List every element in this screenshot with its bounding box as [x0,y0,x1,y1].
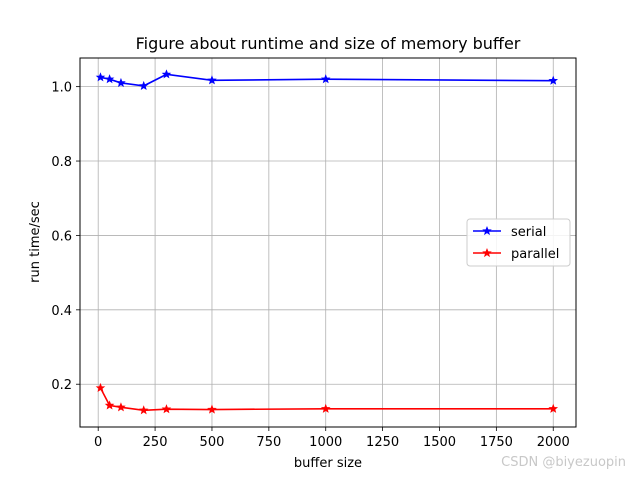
x-tick-label: 2000 [537,435,570,450]
data-point-serial [548,75,559,85]
x-tick-label: 1500 [423,435,456,450]
data-point-serial [116,77,126,87]
series-layer [95,69,559,415]
y-tick-label: 1.0 [51,81,72,96]
legend-label-parallel: parallel [511,247,559,262]
x-tick-label: 500 [200,435,225,450]
data-point-parallel [116,402,126,412]
data-point-parallel [207,404,217,414]
legend-marker-serial [482,225,492,236]
data-point-serial [95,72,106,82]
y-axis-ticks: 0.2 0.4 0.6 0.8 1.0 [51,81,80,393]
x-axis-label: buffer size [294,456,362,471]
data-point-parallel [320,403,331,413]
y-tick-label: 0.8 [51,155,72,170]
chart-title: Figure about runtime and size of memory … [136,34,521,53]
legend-label-serial: serial [511,225,546,240]
grid-lines [80,58,576,427]
x-tick-label: 1000 [309,435,342,450]
data-point-parallel [104,400,115,410]
x-tick-label: 750 [256,435,281,450]
data-point-serial [161,69,172,79]
data-point-serial [138,80,149,90]
data-point-parallel [161,404,172,414]
x-axis-ticks: 0 250 500 750 1000 1250 1500 1750 2000 [94,427,570,450]
data-point-serial [207,75,217,85]
y-tick-label: 0.4 [51,304,72,319]
plot-frame [79,57,577,428]
y-tick-label: 0.2 [51,378,72,393]
legend: serial parallel [466,218,571,267]
data-point-serial [104,74,115,84]
data-point-parallel [138,405,149,415]
x-tick-label: 1250 [366,435,399,450]
legend-marker-parallel [482,247,492,258]
data-point-parallel [95,382,106,393]
y-tick-label: 0.6 [51,229,72,244]
x-tick-label: 0 [94,435,102,450]
x-tick-label: 250 [143,435,168,450]
y-axis-label: run time/sec [28,201,43,283]
data-point-serial [320,74,331,84]
data-point-parallel [548,403,559,413]
x-tick-label: 1750 [480,435,513,450]
watermark: CSDN @biyezuopin [501,455,626,470]
